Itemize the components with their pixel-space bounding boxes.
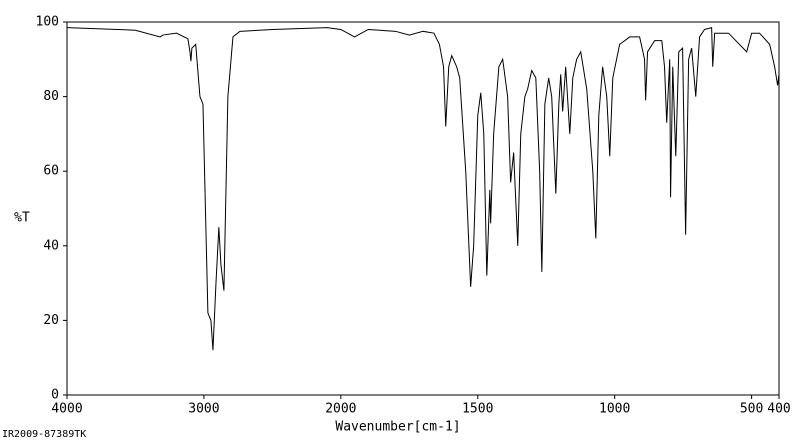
x-tick-label: 4000	[51, 402, 82, 417]
y-axis-label: %T	[14, 211, 30, 226]
spectrum-line	[66, 26, 780, 351]
x-axis-label: Wavenumber[cm-1]	[335, 420, 460, 435]
x-tick-label: 500	[740, 402, 763, 417]
x-tick-label: 3000	[188, 402, 219, 417]
plot-frame	[66, 21, 780, 396]
y-tick-label: 80	[43, 89, 59, 104]
y-tick-label: 20	[43, 313, 59, 328]
y-tick-label: 100	[36, 15, 59, 30]
y-tick-label: 60	[43, 164, 59, 179]
footnote: IR2009-87389TK	[2, 429, 86, 440]
y-tick-label: 0	[51, 388, 59, 403]
x-tick-label: 400	[767, 402, 790, 417]
x-tick-label: 2000	[325, 402, 356, 417]
x-tick-label: 1500	[462, 402, 493, 417]
x-tick-label: 1000	[599, 402, 630, 417]
y-tick-label: 40	[43, 238, 59, 253]
